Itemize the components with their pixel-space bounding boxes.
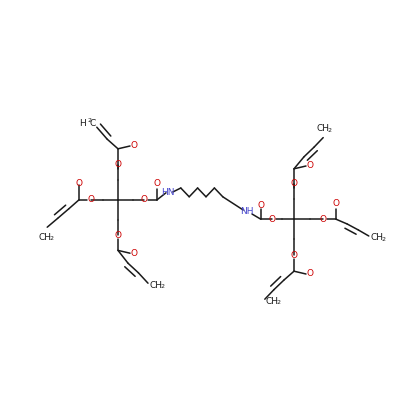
- Text: O: O: [130, 142, 137, 150]
- Text: CH: CH: [266, 297, 278, 306]
- Text: O: O: [268, 215, 276, 224]
- Text: O: O: [320, 215, 327, 224]
- Text: CH: CH: [150, 281, 162, 290]
- Text: C: C: [90, 120, 96, 128]
- Text: O: O: [153, 179, 160, 188]
- Text: O: O: [257, 201, 264, 210]
- Text: O: O: [290, 180, 298, 188]
- Text: CH: CH: [317, 124, 330, 133]
- Text: 2: 2: [382, 237, 386, 242]
- Text: 2: 2: [277, 300, 281, 305]
- Text: O: O: [88, 196, 95, 204]
- Text: CH: CH: [370, 234, 383, 242]
- Text: O: O: [306, 162, 313, 170]
- Text: 2: 2: [161, 284, 165, 289]
- Text: O: O: [290, 251, 298, 260]
- Text: 2: 2: [88, 118, 92, 123]
- Text: HN: HN: [161, 188, 175, 197]
- Text: 2: 2: [50, 236, 54, 241]
- Text: O: O: [332, 199, 340, 208]
- Text: H: H: [79, 119, 86, 128]
- Text: 2: 2: [328, 128, 332, 132]
- Text: NH: NH: [240, 208, 254, 216]
- Text: O: O: [114, 160, 122, 169]
- Text: CH: CH: [39, 233, 52, 242]
- Text: O: O: [140, 196, 148, 204]
- Text: O: O: [306, 270, 313, 278]
- Text: O: O: [130, 249, 137, 258]
- Text: O: O: [75, 179, 82, 188]
- Text: O: O: [114, 231, 122, 240]
